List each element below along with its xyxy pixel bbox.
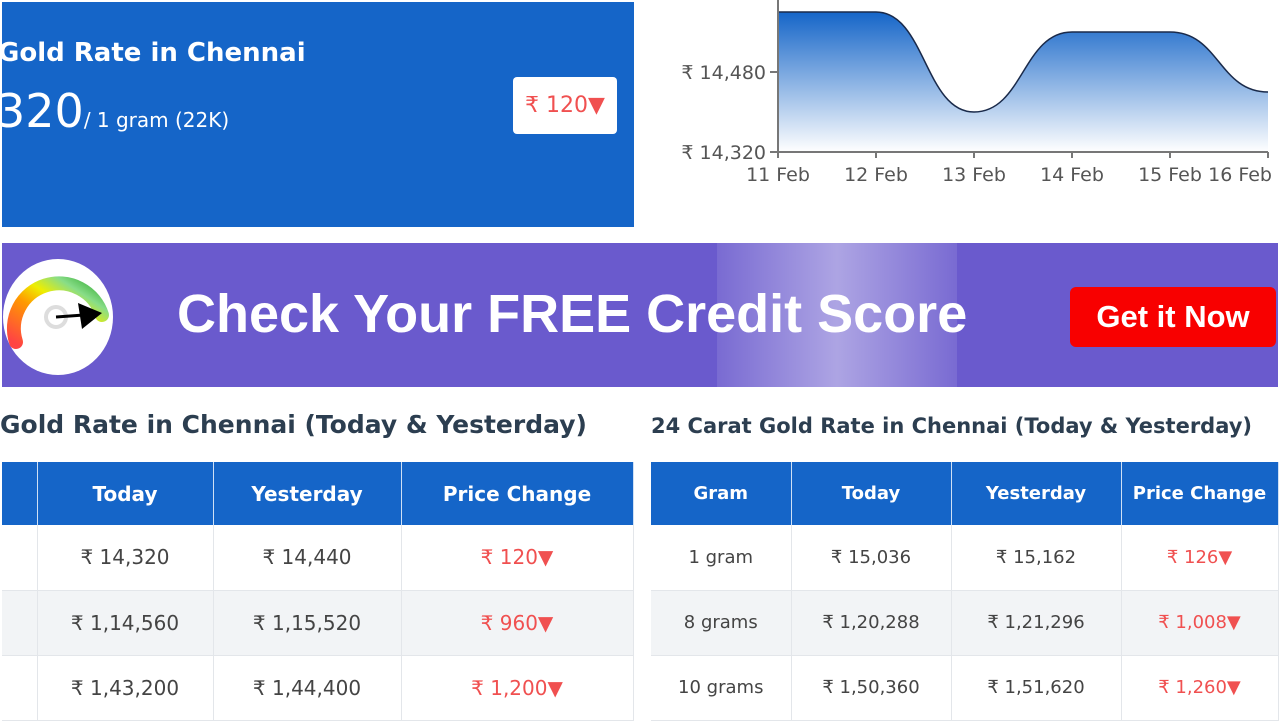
header-yesterday: Yesterday — [213, 462, 402, 525]
cell: ₹ 1,20,288 — [791, 590, 952, 656]
cell: ₹ 1,200▼ — [401, 655, 634, 721]
table-header-row: Today Yesterday Price Change — [2, 462, 634, 525]
cell: ₹ 1,44,400 — [213, 655, 402, 721]
table-row: 10 grams ₹ 1,50,360 ₹ 1,51,620 ₹ 1,260▼ — [651, 655, 1279, 721]
x-tick-label: 15 Feb — [1138, 164, 1202, 186]
cell: ₹ 1,260▼ — [1121, 655, 1279, 721]
table22-title: Gold Rate in Chennai (Today & Yesterday) — [0, 410, 587, 439]
rate-card: Gold Rate in Chennai 320/ 1 gram (22K) ₹… — [2, 2, 634, 227]
header-today: Today — [791, 462, 952, 525]
cell: 1 gram — [651, 525, 792, 591]
table-row: ₹ 1,14,560 ₹ 1,15,520 ₹ 960▼ — [2, 590, 634, 656]
price-unit: / 1 gram (22K) — [83, 108, 230, 132]
table-row: ₹ 14,320 ₹ 14,440 ₹ 120▼ — [2, 525, 634, 591]
x-tick-label: 11 Feb — [746, 164, 810, 186]
credit-score-banner[interactable]: Check Your FREE Credit Score Get it Now — [2, 243, 1278, 387]
price-value: 320 — [2, 84, 84, 138]
x-tick-label: 13 Feb — [942, 164, 1006, 186]
cell: ₹ 1,43,200 — [37, 655, 214, 721]
rate-card-price: 320/ 1 gram (22K) — [2, 84, 229, 138]
cell: ₹ 126▼ — [1121, 525, 1279, 591]
series-line — [778, 11, 1269, 113]
area-fill — [778, 12, 1268, 152]
header-yesterday: Yesterday — [951, 462, 1122, 525]
y-tick-label: ₹ 14,480 — [681, 62, 766, 84]
cell: ₹ 120▼ — [401, 525, 634, 591]
table-header-row: Gram Today Yesterday Price Change — [651, 462, 1279, 525]
price-change-badge: ₹ 120▼ — [513, 77, 617, 134]
table22: Today Yesterday Price Change ₹ 14,320 ₹ 1… — [2, 462, 634, 721]
y-tick-label: ₹ 14,320 — [681, 142, 766, 164]
cell: ₹ 14,320 — [37, 525, 214, 591]
get-it-now-button[interactable]: Get it Now — [1070, 287, 1276, 347]
speedometer-icon — [3, 259, 113, 375]
header-price-change: Price Change — [401, 462, 634, 525]
cell — [2, 655, 38, 721]
cell: ₹ 1,14,560 — [37, 590, 214, 656]
x-tick-label: 12 Feb — [844, 164, 908, 186]
table24-wrap: Gram Today Yesterday Price Change 1 gram… — [651, 462, 1279, 721]
header-price-change: Price Change — [1121, 462, 1279, 525]
cell: ₹ 960▼ — [401, 590, 634, 656]
header-gram: Gram — [651, 462, 792, 525]
cell: ₹ 15,162 — [951, 525, 1122, 591]
cell: 10 grams — [651, 655, 792, 721]
header-cell — [2, 462, 38, 525]
table-row: ₹ 1,43,200 ₹ 1,44,400 ₹ 1,200▼ — [2, 655, 634, 721]
banner-headline: Check Your FREE Credit Score — [177, 284, 968, 344]
cell: 8 grams — [651, 590, 792, 656]
cell: ₹ 15,036 — [791, 525, 952, 591]
cell: ₹ 1,21,296 — [951, 590, 1122, 656]
rate-card-title: Gold Rate in Chennai — [2, 38, 306, 68]
table-row: 1 gram ₹ 15,036 ₹ 15,162 ₹ 126▼ — [651, 525, 1279, 591]
banner-highlight — [717, 243, 957, 387]
table-row: 8 grams ₹ 1,20,288 ₹ 1,21,296 ₹ 1,008▼ — [651, 590, 1279, 656]
cell: ₹ 14,440 — [213, 525, 402, 591]
price-trend-chart: ₹ 14,320 ₹ 14,480 11 Feb 12 Feb 13 Feb 14 Feb… — [681, 0, 1272, 186]
cell: ₹ 1,51,620 — [951, 655, 1122, 721]
table24: Gram Today Yesterday Price Change 1 gram… — [651, 462, 1279, 721]
x-tick-label: 16 Feb — [1208, 164, 1272, 186]
x-tick-label: 14 Feb — [1040, 164, 1104, 186]
table24-title: 24 Carat Gold Rate in Chennai (Today & Y… — [651, 414, 1253, 438]
table22-wrap: Today Yesterday Price Change ₹ 14,320 ₹ 1… — [2, 462, 634, 721]
cell — [2, 525, 38, 591]
cell: ₹ 1,50,360 — [791, 655, 952, 721]
cell — [2, 590, 38, 656]
header-today: Today — [37, 462, 214, 525]
cell: ₹ 1,008▼ — [1121, 590, 1279, 656]
cell: ₹ 1,15,520 — [213, 590, 402, 656]
